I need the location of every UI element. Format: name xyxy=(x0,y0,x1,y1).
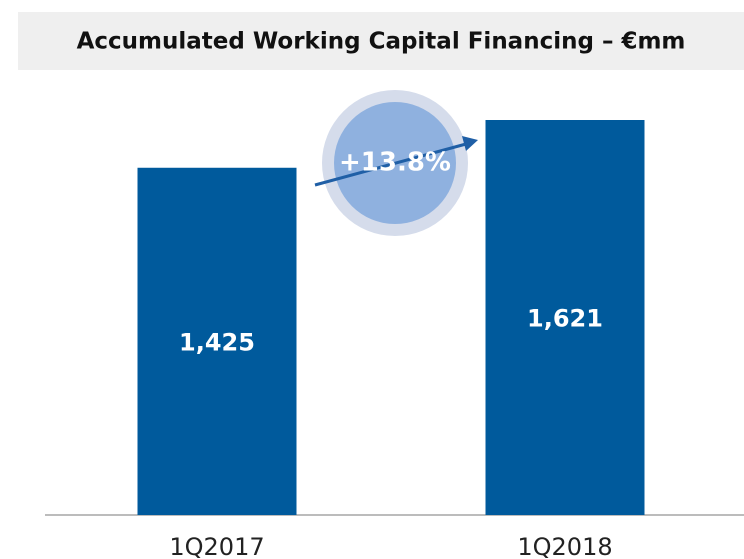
value-label: 1,621 xyxy=(527,305,603,333)
arrow-head xyxy=(462,136,478,151)
growth-arrow xyxy=(314,142,467,187)
bar xyxy=(485,120,645,515)
x-tick-label: 1Q2017 xyxy=(169,533,264,559)
value-label: 1,425 xyxy=(179,328,255,356)
bar xyxy=(137,167,297,516)
chart-title: Accumulated Working Capital Financing – … xyxy=(77,29,686,55)
annotation-label: +13.8% xyxy=(339,148,451,178)
x-tick-label: 1Q2018 xyxy=(517,533,612,559)
title-background xyxy=(18,12,744,70)
